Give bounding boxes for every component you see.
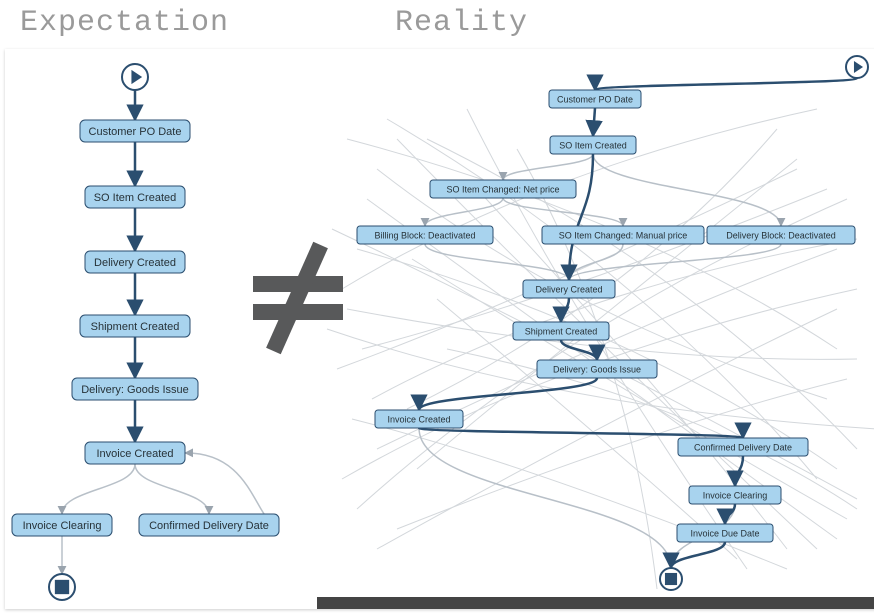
svg-text:SO Item Changed: Manual price: SO Item Changed: Manual price	[559, 230, 688, 240]
flow-node: Invoice Clearing	[12, 514, 112, 536]
flow-node: Invoice Due Date	[677, 524, 773, 542]
flow-node: Confirmed Delivery Date	[139, 514, 279, 536]
title-left: Expectation	[20, 6, 395, 40]
svg-text:Customer PO Date: Customer PO Date	[89, 126, 182, 138]
flow-node: Invoice Created	[375, 410, 463, 428]
svg-text:Customer PO Date: Customer PO Date	[557, 94, 633, 104]
flow-node: Invoice Clearing	[689, 486, 781, 504]
flow-node: Billing Block: Deactivated	[357, 226, 493, 244]
left-flowchart: Customer PO Date SO Item Created Delivery …	[5, 49, 315, 609]
svg-text:Billing Block: Deactivated: Billing Block: Deactivated	[374, 230, 475, 240]
flow-node: Delivery Created	[85, 251, 185, 273]
left-panel: Customer PO Date SO Item Created Delivery …	[5, 49, 315, 609]
right-panel: Customer PO Date SO Item Created SO Item C…	[317, 49, 874, 609]
flow-node: Delivery Created	[523, 280, 615, 298]
flow-node: SO Item Created	[85, 186, 185, 208]
svg-text:Delivery Block: Deactivated: Delivery Block: Deactivated	[726, 230, 836, 240]
svg-text:Delivery Created: Delivery Created	[94, 257, 176, 269]
svg-text:Shipment Created: Shipment Created	[525, 326, 598, 336]
svg-text:Confirmed Delivery Date: Confirmed Delivery Date	[694, 442, 792, 452]
svg-text:Invoice Due Date: Invoice Due Date	[690, 528, 759, 538]
flow-node: Shipment Created	[513, 322, 609, 340]
svg-text:SO Item Changed: Net price: SO Item Changed: Net price	[446, 184, 559, 194]
svg-text:Delivery Created: Delivery Created	[535, 284, 602, 294]
title-right: Reality	[395, 6, 528, 40]
flow-node: SO Item Changed: Net price	[430, 180, 576, 198]
svg-text:Delivery: Goods Issue: Delivery: Goods Issue	[81, 384, 189, 396]
right-process-graph: Customer PO Date SO Item Created SO Item C…	[317, 49, 874, 609]
flow-node: Delivery: Goods Issue	[537, 360, 657, 378]
svg-text:Invoice Clearing: Invoice Clearing	[23, 520, 102, 532]
flow-node: Invoice Created	[85, 442, 185, 464]
flow-node: Delivery Block: Deactivated	[707, 226, 855, 244]
flow-node: SO Item Created	[550, 136, 636, 154]
flow-node: Delivery: Goods Issue	[72, 378, 198, 400]
diagram-canvas: Customer PO Date SO Item Created Delivery …	[5, 49, 874, 609]
flow-node: SO Item Changed: Manual price	[542, 226, 704, 244]
flow-node: Customer PO Date	[549, 90, 641, 108]
svg-text:Invoice Created: Invoice Created	[96, 448, 173, 460]
svg-text:Invoice Clearing: Invoice Clearing	[703, 490, 768, 500]
title-row: Expectation Reality	[0, 0, 874, 44]
svg-text:Delivery: Goods Issue: Delivery: Goods Issue	[553, 364, 641, 374]
svg-text:SO Item Created: SO Item Created	[559, 140, 627, 150]
flow-node: Shipment Created	[80, 315, 190, 337]
svg-text:Shipment Created: Shipment Created	[91, 321, 180, 333]
footer-strip	[317, 597, 874, 609]
svg-text:Confirmed Delivery Date: Confirmed Delivery Date	[149, 520, 269, 532]
svg-text:SO Item Created: SO Item Created	[94, 192, 177, 204]
flow-node: Customer PO Date	[80, 120, 190, 142]
flow-node: Confirmed Delivery Date	[678, 438, 808, 456]
svg-text:Invoice Created: Invoice Created	[387, 414, 450, 424]
